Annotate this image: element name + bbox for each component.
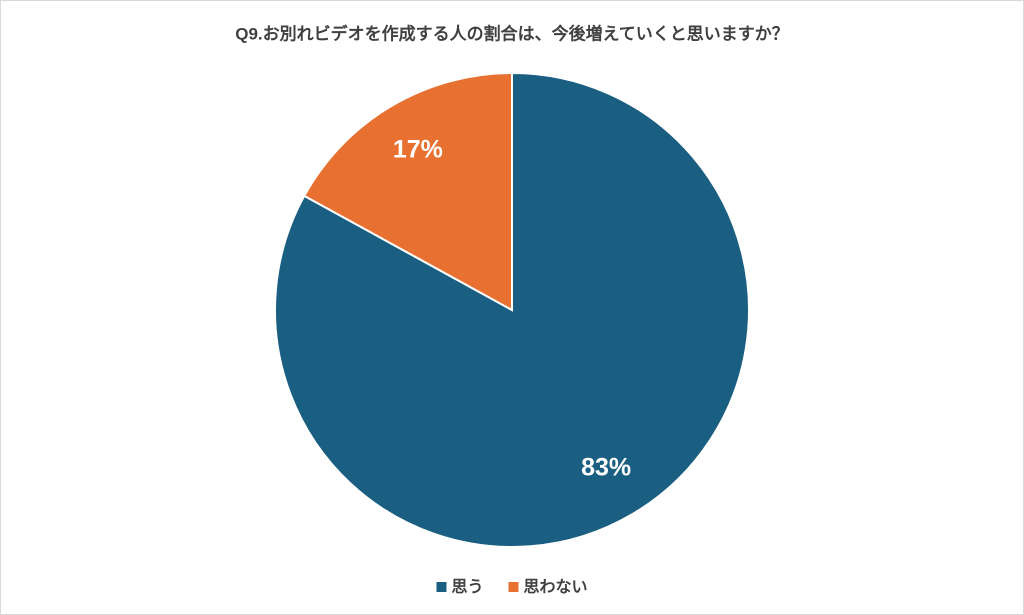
chart-title: Q9.お別れビデオを作成する人の割合は、今後増えていくと思いますか？	[235, 23, 789, 43]
legend-label: 思う	[451, 578, 483, 596]
pie-slice	[302, 71, 513, 312]
legend-swatch	[436, 582, 447, 592]
value-label: 83%	[581, 454, 631, 482]
legend-swatch	[508, 582, 519, 592]
legend-label: 思わない	[524, 578, 588, 596]
value-label: 17%	[393, 135, 443, 163]
